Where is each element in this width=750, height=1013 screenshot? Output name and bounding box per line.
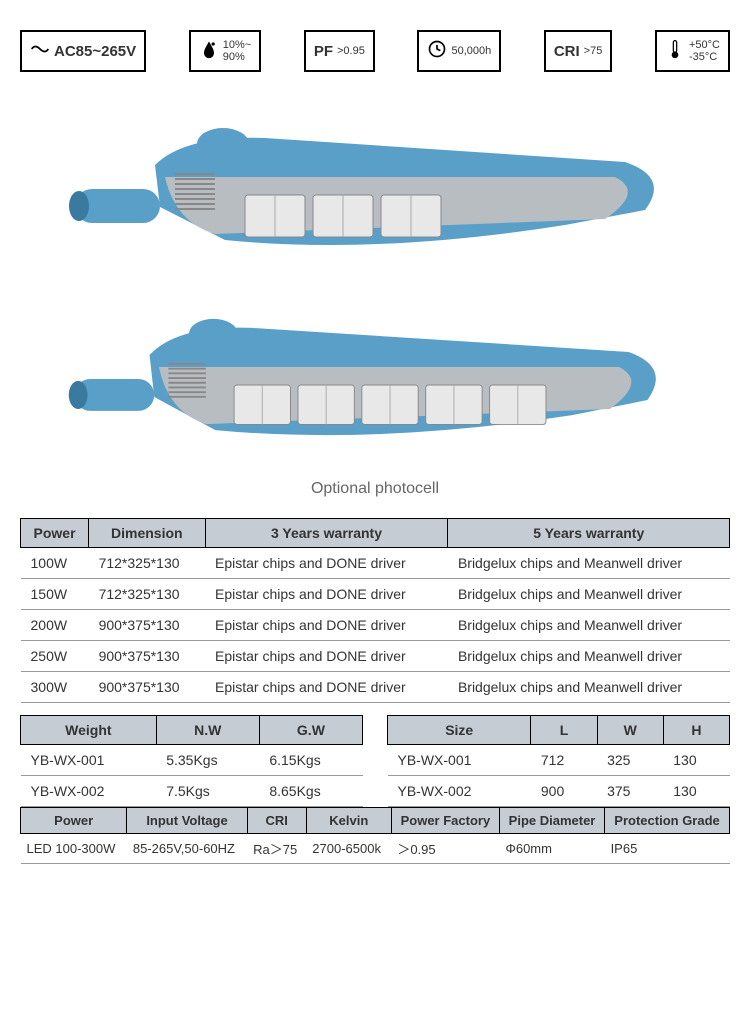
table-row: 100W712*325*130Epistar chips and DONE dr… bbox=[21, 548, 730, 579]
table-header: H bbox=[663, 716, 729, 745]
table-header: Weight bbox=[21, 716, 157, 745]
caption: Optional photocell bbox=[0, 472, 750, 518]
table-cell: 375 bbox=[597, 776, 663, 807]
table-cell: Bridgelux chips and Meanwell driver bbox=[448, 641, 730, 672]
table-cell: Bridgelux chips and Meanwell driver bbox=[448, 610, 730, 641]
table-header: CRI bbox=[247, 808, 306, 834]
table-cell: 100W bbox=[21, 548, 89, 579]
badge-sub: >75 bbox=[584, 45, 603, 57]
table-header: Power bbox=[21, 808, 127, 834]
spec-badge: PF >0.95 bbox=[304, 30, 375, 72]
table-cell: Bridgelux chips and Meanwell driver bbox=[448, 548, 730, 579]
table-cell: IP65 bbox=[605, 834, 730, 864]
table-header: 5 Years warranty bbox=[448, 519, 730, 548]
streetlight-image bbox=[65, 302, 685, 462]
table-cell: 150W bbox=[21, 579, 89, 610]
table-cell: Epistar chips and DONE driver bbox=[205, 641, 448, 672]
table-header: L bbox=[531, 716, 597, 745]
table-header: Kelvin bbox=[306, 808, 391, 834]
weight-table: WeightN.WG.WYB-WX-0015.35Kgs6.15KgsYB-WX… bbox=[20, 715, 363, 807]
badge-main: PF bbox=[314, 43, 333, 60]
table-cell: Bridgelux chips and Meanwell driver bbox=[448, 579, 730, 610]
spec-badge: AC85~265V bbox=[20, 30, 146, 72]
table-cell: 900*375*130 bbox=[89, 672, 205, 703]
table-row: YB-WX-0027.5Kgs8.65Kgs bbox=[21, 776, 363, 807]
badge-sub: 50,000h bbox=[451, 45, 491, 57]
table-cell: 2700-6500k bbox=[306, 834, 391, 864]
badge-sub: +50°C-35°C bbox=[689, 39, 720, 63]
table-header: N.W bbox=[156, 716, 259, 745]
table-row: 300W900*375*130Epistar chips and DONE dr… bbox=[21, 672, 730, 703]
spec-badges-row: AC85~265V 10%~90% PF >0.95 50,000h CRI >75 +50°… bbox=[0, 0, 750, 82]
table-cell: Epistar chips and DONE driver bbox=[205, 672, 448, 703]
badge-main: CRI bbox=[554, 43, 580, 60]
badge-main: AC85~265V bbox=[54, 43, 136, 60]
table-cell: 250W bbox=[21, 641, 89, 672]
table-header: 3 Years warranty bbox=[205, 519, 448, 548]
table-cell: 200W bbox=[21, 610, 89, 641]
table-cell: Epistar chips and DONE driver bbox=[205, 579, 448, 610]
table-cell: 5.35Kgs bbox=[156, 745, 259, 776]
table-cell: Epistar chips and DONE driver bbox=[205, 610, 448, 641]
table-cell: LED 100-300W bbox=[21, 834, 127, 864]
table-cell: Epistar chips and DONE driver bbox=[205, 548, 448, 579]
table-header: Pipe Diameter bbox=[499, 808, 604, 834]
table-row: 250W900*375*130Epistar chips and DONE dr… bbox=[21, 641, 730, 672]
table-row: LED 100-300W85-265V,50-60HZRa＞752700-650… bbox=[21, 834, 730, 864]
table-header: Size bbox=[388, 716, 531, 745]
badge-sub: 10%~90% bbox=[223, 39, 251, 63]
table-cell: 900*375*130 bbox=[89, 641, 205, 672]
table-cell: 85-265V,50-60HZ bbox=[127, 834, 247, 864]
table-cell: 712*325*130 bbox=[89, 548, 205, 579]
detail-spec-table: PowerInput VoltageCRIKelvinPower Factory… bbox=[20, 807, 730, 864]
table-header: Power Factory bbox=[391, 808, 499, 834]
spec-badge: 50,000h bbox=[417, 30, 501, 72]
table-cell: Bridgelux chips and Meanwell driver bbox=[448, 672, 730, 703]
table-cell: 6.15Kgs bbox=[259, 745, 362, 776]
table-cell: 900*375*130 bbox=[89, 610, 205, 641]
table-cell: 130 bbox=[663, 745, 729, 776]
table-cell: 712*325*130 bbox=[89, 579, 205, 610]
badge-sub: >0.95 bbox=[337, 45, 365, 57]
table-header: Dimension bbox=[89, 519, 205, 548]
table-cell: YB-WX-001 bbox=[21, 745, 157, 776]
clock-icon bbox=[427, 39, 447, 64]
drop-icon bbox=[199, 39, 219, 64]
spec-badge: CRI >75 bbox=[544, 30, 613, 72]
wave-icon bbox=[30, 39, 50, 64]
table-header: G.W bbox=[259, 716, 362, 745]
table-cell: 300W bbox=[21, 672, 89, 703]
table-header: W bbox=[597, 716, 663, 745]
table-cell: 325 bbox=[597, 745, 663, 776]
table-row: YB-WX-0015.35Kgs6.15Kgs bbox=[21, 745, 363, 776]
table-cell: YB-WX-001 bbox=[388, 745, 531, 776]
table-cell: 7.5Kgs bbox=[156, 776, 259, 807]
table-row: 200W900*375*130Epistar chips and DONE dr… bbox=[21, 610, 730, 641]
table-cell: 130 bbox=[663, 776, 729, 807]
streetlight-image bbox=[65, 112, 685, 272]
table-row: YB-WX-001712325130 bbox=[388, 745, 730, 776]
table-header: Power bbox=[21, 519, 89, 548]
spec-badge: +50°C-35°C bbox=[655, 30, 730, 72]
table-cell: ＞0.95 bbox=[391, 834, 499, 864]
main-spec-table: PowerDimension3 Years warranty5 Years wa… bbox=[20, 518, 730, 703]
product-images bbox=[0, 82, 750, 472]
table-cell: Ra＞75 bbox=[247, 834, 306, 864]
thermo-icon bbox=[665, 39, 685, 64]
table-cell: Φ60mm bbox=[499, 834, 604, 864]
spec-badge: 10%~90% bbox=[189, 30, 261, 72]
table-cell: YB-WX-002 bbox=[21, 776, 157, 807]
table-header: Protection Grade bbox=[605, 808, 730, 834]
size-table: SizeLWHYB-WX-001712325130YB-WX-002900375… bbox=[387, 715, 730, 807]
table-cell: 900 bbox=[531, 776, 597, 807]
table-cell: 8.65Kgs bbox=[259, 776, 362, 807]
table-header: Input Voltage bbox=[127, 808, 247, 834]
table-row: 150W712*325*130Epistar chips and DONE dr… bbox=[21, 579, 730, 610]
table-cell: 712 bbox=[531, 745, 597, 776]
table-row: YB-WX-002900375130 bbox=[388, 776, 730, 807]
table-cell: YB-WX-002 bbox=[388, 776, 531, 807]
